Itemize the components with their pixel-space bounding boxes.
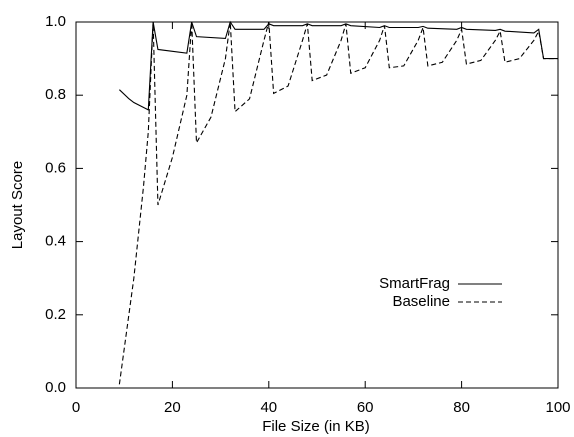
y-axis-label: Layout Score xyxy=(9,161,26,249)
x-axis-label: File Size (in KB) xyxy=(262,418,370,435)
y-tick-label: 0.4 xyxy=(45,233,66,250)
legend-label: SmartFrag xyxy=(379,275,450,292)
x-tick-label: 0 xyxy=(72,399,80,416)
x-tick-label: 60 xyxy=(357,399,374,416)
y-tick-label: 1.0 xyxy=(45,13,66,30)
legend-label: Baseline xyxy=(392,293,450,310)
x-tick-label: 100 xyxy=(545,399,570,416)
x-tick-label: 20 xyxy=(164,399,181,416)
y-tick-label: 0.8 xyxy=(45,86,66,103)
x-tick-label: 40 xyxy=(260,399,277,416)
x-tick-label: 80 xyxy=(453,399,470,416)
y-tick-label: 0.0 xyxy=(45,379,66,396)
y-tick-label: 0.2 xyxy=(45,306,66,323)
plot-frame xyxy=(75,21,559,389)
y-tick-label: 0.6 xyxy=(45,159,66,176)
series-line xyxy=(118,21,558,385)
series-line xyxy=(119,20,558,111)
